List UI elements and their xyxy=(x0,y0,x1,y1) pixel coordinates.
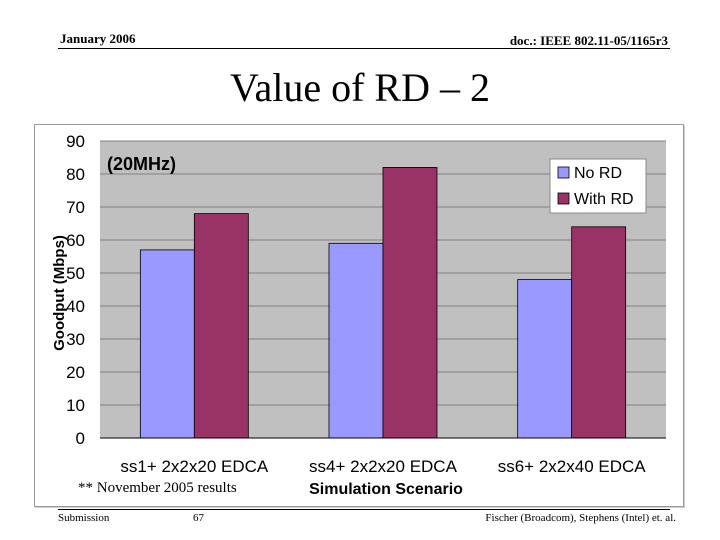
x-axis-label: Simulation Scenario xyxy=(309,481,463,498)
bar-with-rd xyxy=(571,226,627,439)
y-tick-label: 10 xyxy=(66,396,85,415)
legend: No RD With RD xyxy=(549,158,647,214)
x-tick-label: ss1+ 2x2x20 EDCA xyxy=(120,457,269,476)
footer-divider xyxy=(58,509,670,510)
y-tick-label: 60 xyxy=(66,231,85,250)
x-tick-label: ss4+ 2x2x20 EDCA xyxy=(309,457,458,476)
y-tick-label: 40 xyxy=(66,297,85,316)
legend-label-no-rd: No RD xyxy=(574,165,622,182)
y-tick-label: 50 xyxy=(66,264,85,283)
y-tick-label: 0 xyxy=(76,429,85,448)
results-note: ** November 2005 results xyxy=(78,480,237,496)
chart-frame: 0 10 20 30 40 50 60 70 80 90 ss1+ 2x2x20 EDCA ss4+… xyxy=(34,124,684,507)
legend-label-with-rd: With RD xyxy=(574,191,634,208)
slide-title: Value of RD – 2 xyxy=(230,65,490,110)
bar-with-rd xyxy=(382,167,438,439)
chart-annotation: (20MHz) xyxy=(107,154,176,174)
y-tick-label: 90 xyxy=(66,132,85,151)
legend-swatch-with-rd xyxy=(557,192,570,205)
bar-with-rd xyxy=(193,213,249,439)
y-tick-label: 20 xyxy=(66,363,85,382)
bar-no-rd xyxy=(139,249,195,439)
y-tick-label: 30 xyxy=(66,330,85,349)
bar-no-rd xyxy=(517,279,573,439)
header-doc-id: doc.: IEEE 802.11-05/1165r3 xyxy=(509,33,668,48)
y-tick-label: 70 xyxy=(66,198,85,217)
x-tick-label: ss6+ 2x2x40 EDCA xyxy=(498,457,647,476)
footer-authors: Fischer (Broadcom), Stephens (Intel) et.… xyxy=(485,512,676,524)
footer-submission: Submission xyxy=(58,512,110,524)
bar-no-rd xyxy=(328,242,384,439)
legend-swatch-no-rd xyxy=(557,166,570,179)
y-tick-label: 80 xyxy=(66,165,85,184)
goodput-bar-chart: 0 10 20 30 40 50 60 70 80 90 ss1+ 2x2x20 EDCA ss4+… xyxy=(51,132,666,498)
header-date: January 2006 xyxy=(60,31,136,46)
header-divider xyxy=(58,48,670,49)
y-axis-label: Goodput (Mbps) xyxy=(51,235,68,351)
footer-page-number: 67 xyxy=(193,512,204,524)
